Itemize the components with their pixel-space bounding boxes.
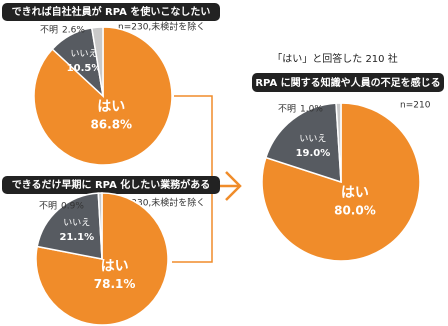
sample-note: n=210 bbox=[400, 101, 431, 111]
slice-value: 21.1% bbox=[59, 232, 94, 243]
slice-value: 78.1% bbox=[94, 277, 136, 291]
slice-label: いいえ bbox=[299, 133, 326, 144]
pie-slice bbox=[264, 102, 342, 184]
slice-value: 1.0% bbox=[300, 105, 323, 115]
pie-slice bbox=[35, 192, 169, 326]
sample-note: n=230,未検討を除く bbox=[118, 21, 205, 33]
title-banner bbox=[252, 73, 444, 92]
chart-header: 「はい」と回答した 210 社 bbox=[272, 52, 397, 65]
chart-title: できるだけ早期に RPA 化したい業務がある bbox=[12, 178, 211, 191]
slice-label: いいえ bbox=[71, 48, 98, 59]
chart-title: できれば自社社員が RPA を使いこなしたい bbox=[12, 5, 211, 18]
slice-label: はい bbox=[97, 99, 125, 115]
chart-title: RPA に関する知識や人員の不足を感じる bbox=[255, 76, 440, 89]
title-banner bbox=[2, 3, 220, 21]
slice-value: 86.8% bbox=[90, 117, 132, 131]
pie-slice bbox=[335, 102, 342, 183]
title-banner bbox=[2, 176, 220, 194]
pie-slice bbox=[90, 26, 104, 97]
pie-slice bbox=[36, 192, 103, 260]
slice-label: 不明 bbox=[278, 104, 296, 115]
arrow bbox=[225, 171, 242, 201]
slice-label: いいえ bbox=[63, 218, 90, 229]
slice-value: 80.0% bbox=[334, 204, 376, 218]
slice-value: 10.5% bbox=[67, 63, 102, 74]
slice-value: 19.0% bbox=[296, 148, 331, 159]
pie-slice bbox=[97, 192, 103, 260]
slice-label: 不明 bbox=[39, 201, 57, 212]
slice-label: はい bbox=[101, 258, 129, 274]
slice-label: はい bbox=[341, 185, 369, 201]
slice-label: 不明 bbox=[40, 25, 58, 36]
slice-value: 0.9% bbox=[61, 202, 84, 212]
slice-value: 2.6% bbox=[62, 26, 85, 36]
